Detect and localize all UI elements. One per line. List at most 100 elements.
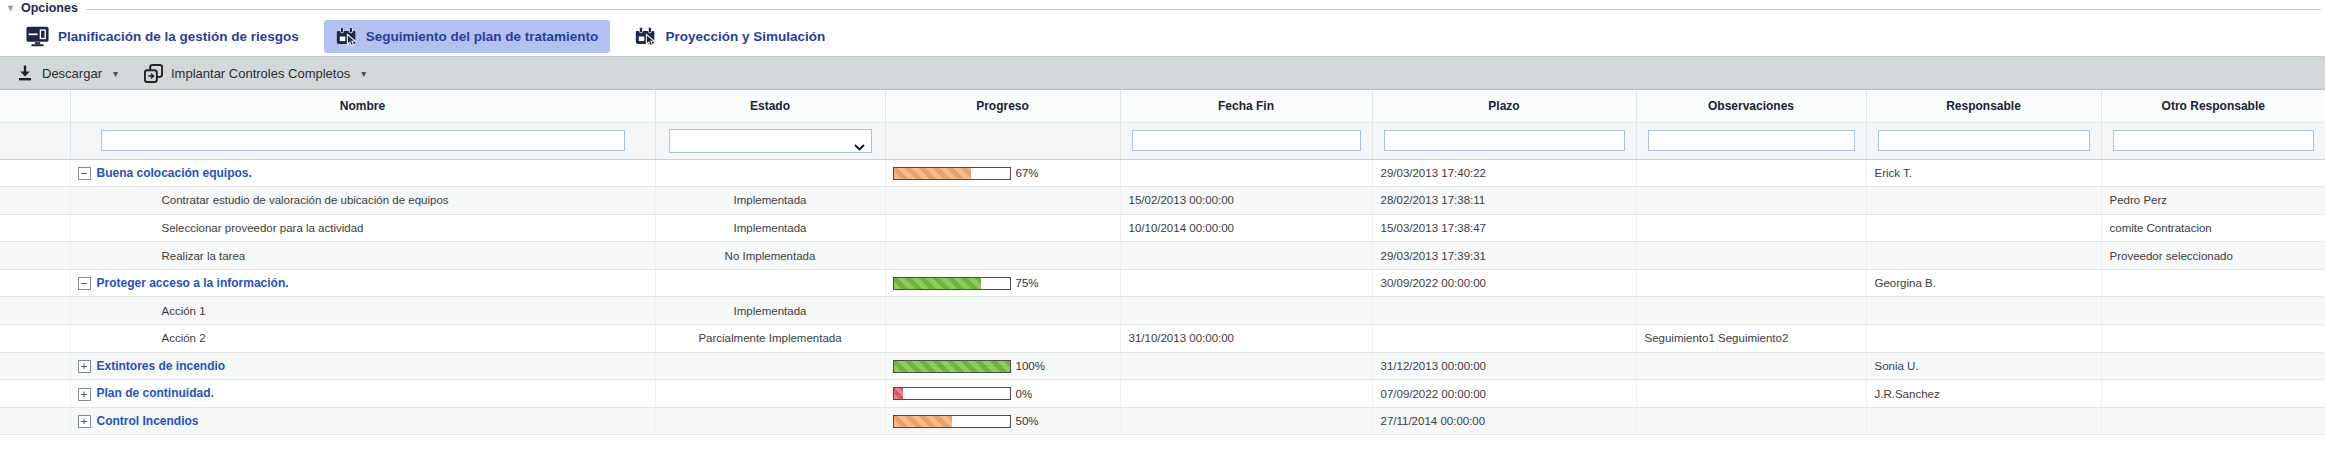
tab-label: Seguimiento del plan de tratamiento [366, 29, 599, 44]
table-row[interactable]: Acción 2Parcialmente Implementada31/10/2… [0, 325, 2325, 353]
cell-otro-responsable [2101, 297, 2325, 325]
header-row: Nombre Estado Progreso Fecha Fin Plazo O… [0, 90, 2325, 122]
cell-otro-responsable: comite Contratacion [2101, 214, 2325, 242]
cell-otro-responsable [2101, 325, 2325, 353]
row-name-link[interactable]: Proteger acceso a la información. [97, 276, 289, 290]
tab-proyeccion[interactable]: Proyección y Simulación [623, 20, 837, 53]
cell-otro-responsable [2101, 159, 2325, 187]
cell-estado [655, 352, 885, 380]
cell-progreso [885, 242, 1120, 270]
cell-estado: Implementada [655, 297, 885, 325]
progress-bar-fill [894, 168, 972, 179]
tab-planificacion[interactable]: Planificación de la gestión de riesgos [14, 20, 311, 53]
implant-controls-label: Implantar Controles Completos [171, 66, 350, 81]
table-row[interactable]: +Plan de continuidad.0%07/09/2022 00:00:… [0, 380, 2325, 408]
progress-bar-fill [894, 361, 1010, 372]
row-spacer [0, 352, 70, 380]
cell-observaciones [1636, 352, 1866, 380]
cell-estado: Implementada [655, 187, 885, 215]
cell-estado [655, 159, 885, 187]
tree-expand-icon[interactable]: + [78, 360, 91, 373]
progress-label: 0% [1016, 388, 1033, 400]
cell-progreso: 50% [885, 407, 1120, 435]
cell-progreso [885, 214, 1120, 242]
row-spacer [0, 325, 70, 353]
progress-label: 50% [1016, 415, 1039, 427]
cell-observaciones [1636, 159, 1866, 187]
table-row[interactable]: −Buena colocación equipos.67%29/03/2013 … [0, 159, 2325, 187]
cell-otro-responsable [2101, 407, 2325, 435]
treatment-plan-table: Nombre Estado Progreso Fecha Fin Plazo O… [0, 90, 2325, 435]
column-header-observaciones: Observaciones [1636, 90, 1866, 122]
column-header-responsable: Responsable [1866, 90, 2101, 122]
cell-responsable: Erick T. [1866, 159, 2101, 187]
tree-collapse-icon[interactable]: − [78, 167, 91, 180]
row-name-link[interactable]: Buena colocación equipos. [97, 166, 252, 180]
implant-controls-button[interactable]: Implantar Controles Completos ▾ [138, 61, 372, 86]
cell-plazo: 27/11/2014 00:00:00 [1372, 407, 1636, 435]
cell-fecha-fin [1120, 407, 1372, 435]
calendar-cursor-icon [336, 26, 357, 47]
cell-observaciones [1636, 297, 1866, 325]
cell-fecha-fin: 15/02/2013 00:00:00 [1120, 187, 1372, 215]
row-name-link[interactable]: Plan de continuidad. [97, 386, 214, 400]
tree-expand-icon[interactable]: + [78, 415, 91, 428]
tab-seguimiento[interactable]: Seguimiento del plan de tratamiento [324, 20, 611, 53]
cell-responsable: J.R.Sanchez [1866, 380, 2101, 408]
download-button[interactable]: Descargar ▾ [10, 61, 124, 85]
cell-plazo [1372, 325, 1636, 353]
options-panel: ▼ Opciones Planificación de la gestión d… [0, 0, 2325, 435]
cell-progreso [885, 297, 1120, 325]
implant-controls-icon [144, 64, 163, 83]
table-row[interactable]: Realizar la tareaNo Implementada29/03/20… [0, 242, 2325, 270]
progress-bar [893, 415, 1011, 428]
cell-plazo: 29/03/2013 17:39:31 [1372, 242, 1636, 270]
table-row[interactable]: Seleccionar proveedor para la actividad I… [0, 214, 2325, 242]
table-row[interactable]: Contratar estudio de valoración de ubica… [0, 187, 2325, 215]
table-row[interactable]: Acción 1 Implementada [0, 297, 2325, 325]
cell-progreso: 75% [885, 269, 1120, 297]
progress-bar-fill [894, 416, 952, 427]
cell-fecha-fin [1120, 269, 1372, 297]
row-name-link[interactable]: Control Incendios [97, 414, 199, 428]
cell-observaciones [1636, 187, 1866, 215]
legend-divider [86, 9, 2321, 10]
row-name-link[interactable]: Extintores de incendio [97, 359, 226, 373]
cell-responsable [1866, 214, 2101, 242]
cell-otro-responsable [2101, 352, 2325, 380]
progress-bar [893, 167, 1011, 180]
cell-otro-responsable: Proveedor seleccionado [2101, 242, 2325, 270]
table-row[interactable]: +Extintores de incendio100%31/12/2013 00… [0, 352, 2325, 380]
filter-spacer [0, 122, 70, 159]
row-name-text: Seleccionar proveedor para la actividad [162, 222, 364, 234]
filter-fecha-fin-input[interactable] [1132, 130, 1361, 151]
cell-plazo: 30/09/2022 00:00:00 [1372, 269, 1636, 297]
progress-label: 67% [1016, 167, 1039, 179]
row-name-text: Acción 1 [162, 305, 206, 317]
cell-fecha-fin [1120, 159, 1372, 187]
filter-observaciones-input[interactable] [1648, 130, 1855, 151]
tree-expand-icon[interactable]: + [78, 388, 91, 401]
cell-estado: Implementada [655, 214, 885, 242]
cell-fecha-fin [1120, 297, 1372, 325]
cell-fecha-fin: 31/10/2013 00:00:00 [1120, 325, 1372, 353]
progress-bar [893, 360, 1011, 373]
row-spacer [0, 380, 70, 408]
cell-estado [655, 380, 885, 408]
row-spacer [0, 407, 70, 435]
filter-responsable-input[interactable] [1878, 130, 2090, 151]
cell-nombre: + Plan de continuidad. [70, 380, 655, 408]
cell-responsable [1866, 325, 2101, 353]
tree-collapse-icon[interactable]: − [78, 277, 91, 290]
cell-nombre: + Extintores de incendio [70, 352, 655, 380]
cell-observaciones [1636, 242, 1866, 270]
filter-plazo-input[interactable] [1384, 130, 1625, 151]
filter-otro-responsable-input[interactable] [2113, 130, 2315, 151]
column-header-progreso: Progreso [885, 90, 1120, 122]
filter-estado-select[interactable] [669, 129, 872, 153]
collapse-triangle-icon[interactable]: ▼ [6, 3, 15, 13]
filter-nombre-input[interactable] [101, 130, 625, 151]
table-row[interactable]: −Proteger acceso a la información. 75% 30/… [0, 269, 2325, 297]
cell-progreso [885, 187, 1120, 215]
table-row[interactable]: + Control Incendios 50% 27/11/2014 00:00:00 [0, 407, 2325, 435]
